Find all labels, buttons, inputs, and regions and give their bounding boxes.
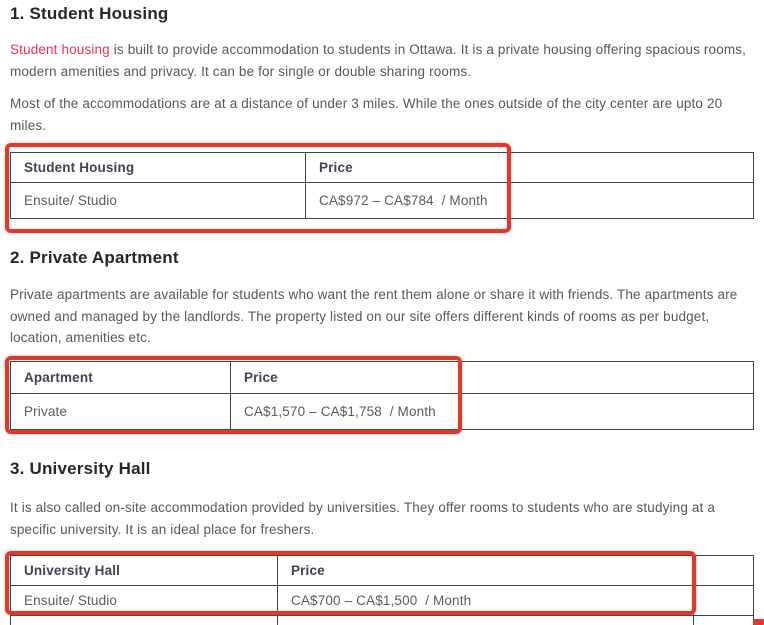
table-row: Private CA$1,570 – CA$1,758 / Month — [10, 393, 754, 430]
private-apartment-table: Apartment Price Private CA$1,570 – CA$1,… — [10, 361, 754, 430]
table-row-clipped — [10, 615, 754, 625]
table-header-cell: Apartment — [10, 361, 231, 394]
room-type-cell: Ensuite/ Studio — [10, 182, 306, 219]
student-housing-table: Student Housing Price Ensuite/ Studio CA… — [10, 152, 754, 219]
university-hall-table: University Hall Price Ensuite/ Studio CA… — [10, 555, 754, 625]
table-header-cell: Price — [305, 152, 509, 183]
table-header-cell-empty — [693, 555, 754, 586]
section-heading-student-housing: 1. Student Housing — [10, 4, 169, 23]
room-type-cell: Private — [10, 393, 231, 430]
table-header-cell: University Hall — [10, 555, 278, 586]
table-header-cell: Price — [230, 361, 461, 394]
university-hall-paragraph: It is also called on-site accommodation … — [10, 500, 716, 537]
intro-paragraph: Student housing is built to provide acco… — [10, 39, 751, 82]
table-header-cell: Student Housing — [10, 152, 306, 183]
section-heading-private-apartment: 2. Private Apartment — [10, 248, 179, 267]
table-row: Ensuite/ Studio CA$972 – CA$784 / Month — [10, 182, 754, 219]
section-heading-university-hall: 3. University Hall — [10, 459, 151, 478]
price-cell: CA$700 – CA$1,500 / Month — [277, 585, 694, 616]
table-row: Ensuite/ Studio CA$700 – CA$1,500 / Mont… — [10, 585, 754, 616]
student-housing-link[interactable]: Student housing — [10, 42, 110, 57]
empty-cell — [693, 585, 754, 616]
price-cell: CA$1,570 – CA$1,758 / Month — [230, 393, 461, 430]
private-apartment-paragraph: Private apartments are available for stu… — [10, 287, 738, 345]
annotation-fragment-mark — [753, 619, 764, 625]
price-cell: CA$972 – CA$784 / Month — [305, 182, 509, 219]
table-header-cell: Price — [277, 555, 694, 586]
distance-paragraph: Most of the accommodations are at a dist… — [10, 96, 723, 133]
empty-cell — [508, 182, 754, 219]
intro-paragraph-text: is built to provide accommodation to stu… — [10, 42, 747, 79]
table-header-cell-empty — [508, 152, 754, 183]
room-type-cell: Ensuite/ Studio — [10, 585, 278, 616]
table-header-cell-empty — [460, 361, 754, 394]
empty-cell — [460, 393, 754, 430]
